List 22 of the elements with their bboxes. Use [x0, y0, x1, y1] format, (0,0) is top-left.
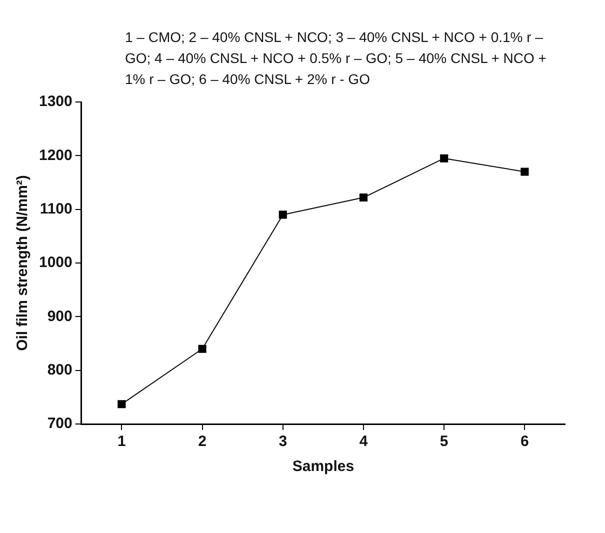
x-tick-label: 4 [359, 433, 368, 450]
y-tick-label: 1300 [38, 93, 72, 110]
y-tick-label: 700 [47, 415, 72, 432]
y-tick-label: 1200 [38, 146, 72, 164]
point [198, 344, 206, 353]
x-tick-label: 3 [278, 433, 288, 450]
point [278, 210, 287, 219]
y-tick-label: 800 [47, 361, 72, 378]
y-tick-label: 900 [47, 308, 72, 325]
x-axis-title: Samples [292, 458, 354, 476]
point [359, 193, 368, 202]
x-tick-label: 6 [520, 433, 529, 450]
point [440, 154, 448, 162]
x-tick-label: 1 [118, 433, 126, 450]
point [520, 168, 529, 176]
y-axis-title: Oil film strength (N/mm²) [14, 175, 32, 351]
x-tick-label: 5 [440, 433, 448, 450]
chart-title: 1 – CMO; 2 – 40% CNSL + NCO; 3 – 40% CNSL + NCO + 0.1% r – GO; 4 – 40% CNSL + NCO + 0.5% r – GO; 5 – 40% CNSL + NCO + 1% r – GO; 6 – 40% CNSL + 2% r - GO [125, 28, 548, 89]
x-tick-label: 2 [198, 433, 206, 450]
y-tick-label: 1100 [40, 200, 72, 218]
point [118, 400, 126, 408]
y-tick-label: 1000 [38, 254, 72, 272]
